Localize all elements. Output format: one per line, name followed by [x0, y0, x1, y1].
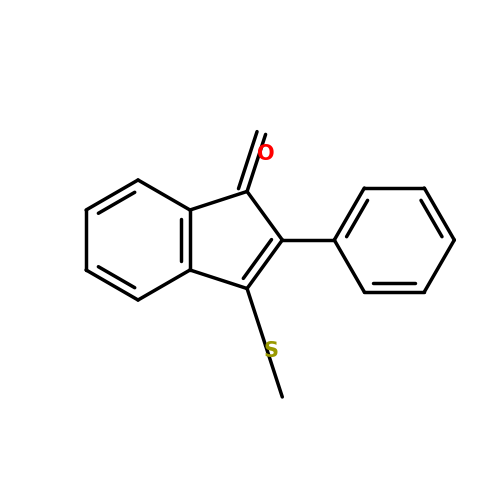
Text: O: O: [257, 144, 274, 165]
Text: S: S: [263, 340, 278, 360]
